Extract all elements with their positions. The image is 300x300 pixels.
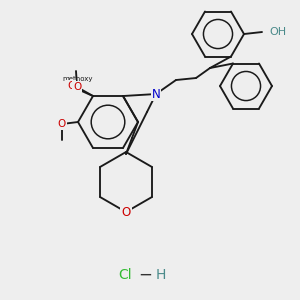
Text: O: O: [122, 206, 130, 218]
Text: O: O: [73, 82, 81, 92]
Text: H: H: [156, 268, 166, 282]
Text: OH: OH: [269, 27, 286, 37]
Text: Cl: Cl: [118, 268, 132, 282]
Text: −: −: [138, 266, 152, 284]
Text: N: N: [152, 88, 160, 100]
Text: O: O: [58, 119, 66, 129]
Text: O: O: [67, 81, 75, 91]
Text: methoxy: methoxy: [63, 76, 93, 82]
